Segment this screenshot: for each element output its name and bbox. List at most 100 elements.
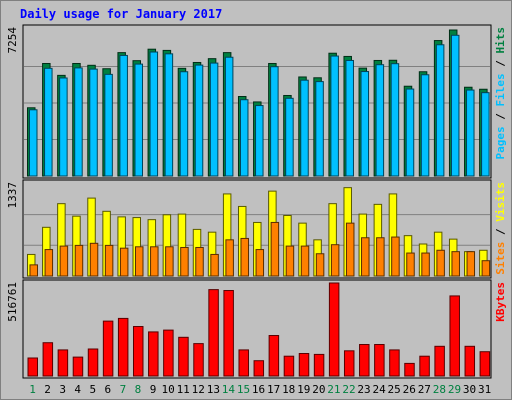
x-tick-day-24: 24	[372, 383, 386, 396]
x-tick-day-29: 29	[448, 383, 461, 396]
bar-sites-day-16	[255, 249, 265, 277]
bar-files-day-26	[405, 88, 415, 177]
bar-kbytes-day-11	[178, 336, 189, 377]
x-tick-day-11: 11	[177, 383, 190, 396]
bar-files-day-18	[285, 97, 294, 177]
bar-kbytes-day-2	[42, 342, 54, 377]
bar-kbytes-day-27	[419, 355, 430, 377]
bar-kbytes-day-26	[404, 362, 415, 377]
bar-files-day-10	[164, 53, 174, 177]
bar-sites-day-11	[180, 246, 189, 277]
x-tick-day-25: 25	[388, 383, 401, 396]
bar-sites-day-13	[210, 253, 219, 277]
bar-sites-day-6	[104, 244, 114, 277]
x-tick-day-26: 26	[403, 383, 416, 396]
bar-files-day-14	[224, 56, 234, 177]
bar-kbytes-day-22	[343, 350, 355, 377]
legend-files: Files	[494, 73, 507, 106]
x-tick-day-1: 1	[29, 383, 36, 396]
legend-separator: /	[494, 222, 507, 242]
bar-kbytes-day-21	[328, 282, 340, 377]
bar-sites-day-3	[59, 245, 69, 277]
bar-files-day-24	[375, 64, 385, 177]
bar-sites-day-15	[240, 237, 249, 277]
bar-files-day-16	[255, 105, 264, 177]
bar-sites-day-27	[421, 252, 430, 277]
y-max-label: 1337	[6, 182, 19, 209]
bar-sites-day-22	[345, 222, 355, 277]
y-max-label: 516761	[6, 282, 19, 322]
x-tick-day-10: 10	[162, 383, 175, 396]
x-tick-day-14: 14	[222, 383, 236, 396]
legend-sites: Sites	[494, 242, 507, 275]
bar-kbytes-day-17	[268, 335, 280, 377]
bar-kbytes-day-3	[57, 349, 69, 377]
bar-kbytes-day-29	[449, 295, 460, 377]
x-tick-day-28: 28	[433, 383, 446, 396]
x-tick-day-16: 16	[252, 383, 265, 396]
legend-hits: Hits	[494, 27, 507, 54]
bar-kbytes-day-7	[117, 317, 129, 377]
panel-sites-visits: 1337 Sites / Visits	[6, 179, 507, 279]
legend-visits: Visits	[494, 182, 507, 222]
bar-kbytes-day-9	[148, 331, 159, 377]
bar-files-day-3	[59, 77, 68, 177]
bar-kbytes-day-31	[479, 351, 491, 377]
bar-files-day-30	[466, 89, 475, 177]
bar-files-day-22	[345, 59, 354, 177]
legend-separator: /	[494, 54, 507, 74]
bar-files-day-9	[149, 51, 159, 177]
bar-kbytes-day-13	[208, 289, 219, 377]
bar-sites-day-9	[150, 246, 159, 277]
x-tick-day-31: 31	[478, 383, 491, 396]
bar-sites-day-21	[330, 244, 340, 277]
bar-files-day-6	[104, 73, 113, 177]
legend-separator: /	[494, 107, 507, 127]
x-tick-day-19: 19	[297, 383, 310, 396]
bar-sites-day-8	[134, 246, 144, 277]
x-tick-day-8: 8	[135, 383, 142, 396]
bar-kbytes-day-28	[434, 345, 445, 377]
bar-sites-day-14	[225, 239, 234, 277]
x-tick-day-2: 2	[44, 383, 51, 396]
bar-kbytes-day-18	[283, 355, 295, 377]
bar-sites-day-4	[74, 244, 84, 277]
bar-sites-day-24	[376, 237, 385, 277]
bar-files-day-2	[44, 67, 53, 177]
panel-legend: KBytes	[494, 282, 507, 322]
x-tick-day-4: 4	[74, 383, 81, 396]
bar-sites-day-23	[361, 237, 370, 277]
bar-sites-day-2	[44, 249, 54, 277]
bar-sites-day-10	[165, 246, 174, 277]
bar-sites-day-1	[29, 264, 38, 277]
bar-files-day-11	[179, 71, 189, 177]
bar-kbytes-day-10	[163, 329, 174, 377]
bar-files-day-13	[209, 62, 219, 177]
bar-files-day-1	[29, 109, 38, 177]
legend-pages: Pages	[494, 126, 507, 159]
x-tick-day-18: 18	[282, 383, 295, 396]
x-tick-day-12: 12	[192, 383, 205, 396]
bar-kbytes-day-23	[359, 344, 370, 377]
bar-kbytes-day-8	[132, 326, 144, 377]
x-tick-day-3: 3	[59, 383, 66, 396]
x-tick-day-9: 9	[150, 383, 157, 396]
bar-sites-day-7	[119, 247, 129, 277]
x-tick-day-7: 7	[120, 383, 127, 396]
bar-files-day-31	[481, 92, 490, 177]
bar-sites-day-25	[391, 236, 400, 277]
bar-sites-day-31	[481, 260, 491, 277]
bar-sites-day-17	[270, 221, 280, 277]
chart-title: Daily usage for January 2017	[20, 7, 222, 21]
bar-kbytes-day-12	[193, 343, 204, 377]
bar-files-day-19	[300, 79, 309, 177]
x-tick-day-30: 30	[463, 383, 476, 396]
bar-kbytes-day-4	[72, 356, 84, 377]
bar-kbytes-day-14	[223, 290, 234, 377]
panel-legend: Sites / Visits	[494, 182, 507, 275]
bar-kbytes-day-25	[389, 349, 400, 377]
bar-sites-day-12	[195, 246, 204, 277]
x-tick-day-15: 15	[237, 383, 250, 396]
